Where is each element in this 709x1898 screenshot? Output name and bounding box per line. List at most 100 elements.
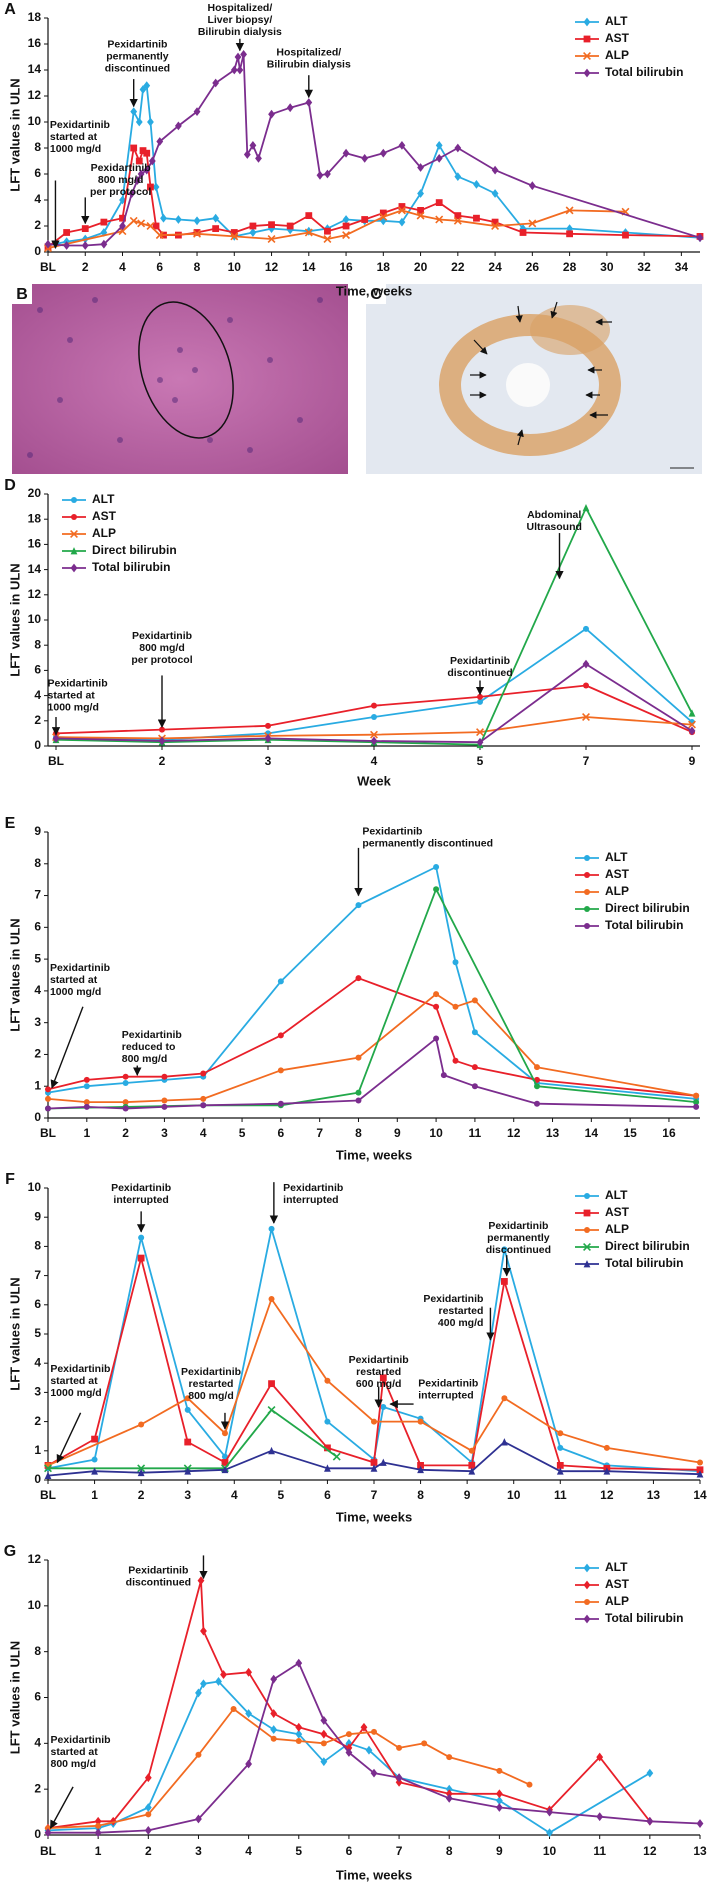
data-point [119,195,126,205]
data-point [454,212,462,219]
data-point [44,239,52,249]
x-tick-label: 10 [507,1488,521,1502]
y-tick-label: 2 [34,1047,41,1061]
data-point [81,241,89,250]
y-axis-title: LFT values in ULN [7,1277,22,1390]
y-tick-label: 4 [34,1736,41,1750]
data-point [267,235,276,243]
data-point [398,141,406,150]
annotation: 800 mg/d [139,642,185,654]
x-tick-label: 28 [563,260,577,274]
x-tick-label: 4 [231,1488,238,1502]
data-point [128,189,136,198]
x-tick-label: 5 [278,1488,285,1502]
legend-label: ALT [605,14,628,28]
data-point [304,228,313,237]
data-point [45,1105,51,1112]
data-point [144,1803,152,1812]
legend-marker [583,17,591,27]
y-tick-label: 2 [34,713,41,727]
x-tick-label: 9 [464,1488,471,1502]
data-point [435,154,443,163]
data-point [295,1729,303,1739]
data-point [91,1435,98,1443]
data-point [370,736,378,746]
data-point [193,229,201,236]
legend-label: Total bilirubin [605,918,683,932]
data-point [468,1467,476,1475]
y-tick-label: 18 [28,511,42,525]
legend-label: AST [605,31,630,45]
x-tick-label: 4 [200,1126,207,1140]
data-point [468,1447,475,1454]
data-point [433,863,440,870]
x-tick-label: 10 [228,260,242,274]
data-point [249,222,257,230]
data-point [277,978,284,985]
data-point [371,714,377,721]
y-axis-title: LFT values in ULN [7,918,22,1031]
data-point [268,221,275,229]
x-tick-label: 12 [265,260,279,274]
data-point [355,975,362,982]
data-point [696,233,704,243]
y-tick-label: 8 [34,140,41,154]
data-point [365,1745,373,1755]
annotation: Bilirubin dialysis [267,58,351,70]
data-point [139,85,147,94]
legend-marker [583,1563,591,1573]
legend-label: ALP [605,1222,629,1236]
data-point [212,225,220,232]
x-tick-label: 1 [95,1844,102,1858]
legend-marker [584,923,590,929]
data-point [324,1418,331,1425]
x-tick-label: 4 [371,754,378,768]
data-point [221,1430,228,1437]
nuclei [27,297,323,458]
data-point [147,183,154,191]
data-point [519,229,527,236]
data-point [230,65,238,75]
data-point [396,1744,403,1751]
data-point [212,213,220,223]
data-point [370,1464,378,1472]
data-point [491,189,499,198]
x-tick-label: 2 [159,754,166,768]
data-point [534,1100,540,1107]
data-point [137,219,146,228]
data-point [138,1234,145,1241]
x-tick-label: 12 [643,1844,657,1858]
data-point [453,216,462,225]
data-point [249,141,257,150]
data-point [566,230,573,238]
y-tick-label: 6 [34,1690,41,1704]
x-tick-label: 4 [119,260,126,274]
x-tick-label: 15 [623,1126,637,1140]
annotation: 800 mg/d [98,174,144,186]
data-point [646,1768,654,1778]
legend-label: AST [92,509,117,523]
data-point [582,713,590,721]
y-tick-label: 18 [28,10,42,24]
data-point [688,726,696,736]
data-point [501,1278,508,1285]
annotation: 1000 mg/d [50,1387,101,1399]
series-line [47,993,697,1103]
data-point [355,1097,362,1104]
data-point [501,1395,508,1402]
y-tick-label: 7 [34,1268,41,1282]
annotation: 400 mg/d [438,1317,484,1329]
data-point [320,1716,328,1725]
annotation: Hospitalized/ [276,46,341,58]
x-tick-label: BL [48,754,64,768]
data-point [100,228,108,237]
data-point [52,734,60,743]
x-tick-label: 9 [496,1844,503,1858]
data-point [44,1464,52,1473]
data-point [295,1658,303,1668]
annotation: discontinued [486,1244,551,1256]
data-point [268,1446,275,1455]
panel-label: G [4,1543,16,1560]
data-point [45,1825,51,1832]
legend-label: Direct bilirubin [92,543,177,557]
